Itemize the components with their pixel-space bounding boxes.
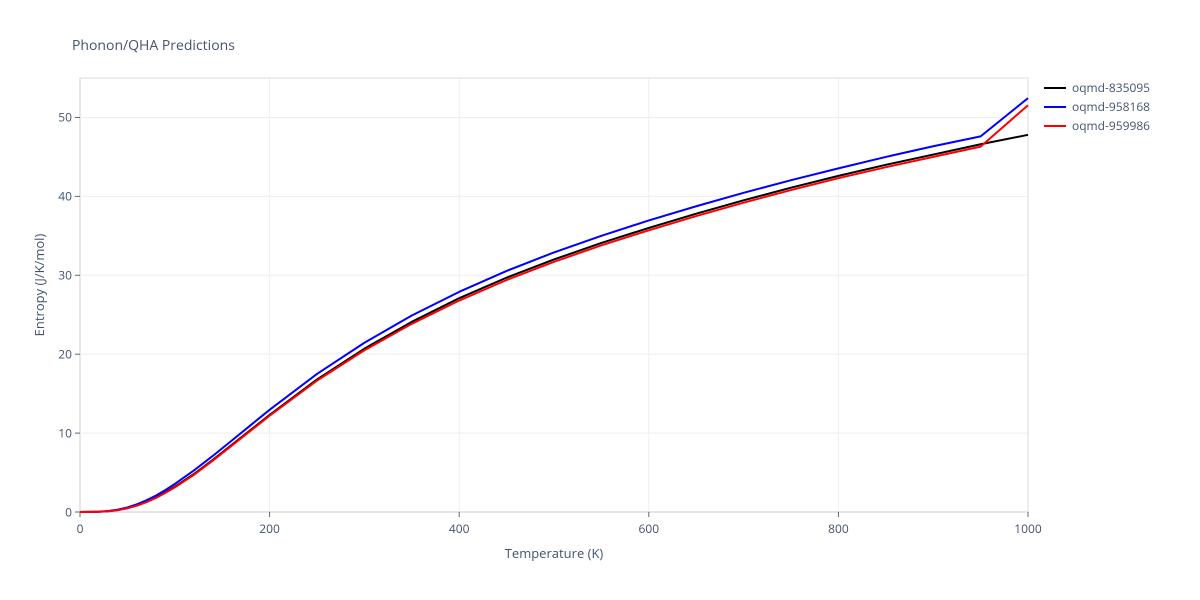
plot-svg <box>0 0 1200 600</box>
x-tick-label: 400 <box>449 520 470 537</box>
x-tick-label: 200 <box>259 520 280 537</box>
legend-swatch-icon <box>1044 106 1066 108</box>
series-line-oqmd-959986[interactable] <box>80 105 1028 512</box>
x-tick-label: 600 <box>639 520 660 537</box>
legend-label: oqmd-835095 <box>1072 79 1150 96</box>
series-line-oqmd-958168[interactable] <box>80 98 1028 512</box>
legend-item-oqmd-835095[interactable]: oqmd-835095 <box>1044 78 1150 97</box>
legend-label: oqmd-958168 <box>1072 98 1150 115</box>
x-tick-label: 0 <box>77 520 84 537</box>
legend-label: oqmd-959986 <box>1072 117 1150 134</box>
legend-item-oqmd-958168[interactable]: oqmd-958168 <box>1044 97 1150 116</box>
y-tick-label: 30 <box>46 267 72 284</box>
x-tick-label: 1000 <box>1014 520 1041 537</box>
y-tick-label: 0 <box>46 504 72 521</box>
y-tick-label: 40 <box>46 188 72 205</box>
legend-swatch-icon <box>1044 87 1066 89</box>
x-axis-title: Temperature (K) <box>494 544 614 562</box>
series-line-oqmd-835095[interactable] <box>80 135 1028 512</box>
legend: oqmd-835095 oqmd-958168 oqmd-959986 <box>1044 78 1150 135</box>
legend-swatch-icon <box>1044 125 1066 127</box>
y-tick-label: 20 <box>46 346 72 363</box>
legend-item-oqmd-959986[interactable]: oqmd-959986 <box>1044 116 1150 135</box>
y-tick-label: 50 <box>46 109 72 126</box>
y-axis-title: Entropy (J/K/mol) <box>30 215 48 355</box>
y-tick-label: 10 <box>46 425 72 442</box>
x-tick-label: 800 <box>828 520 849 537</box>
